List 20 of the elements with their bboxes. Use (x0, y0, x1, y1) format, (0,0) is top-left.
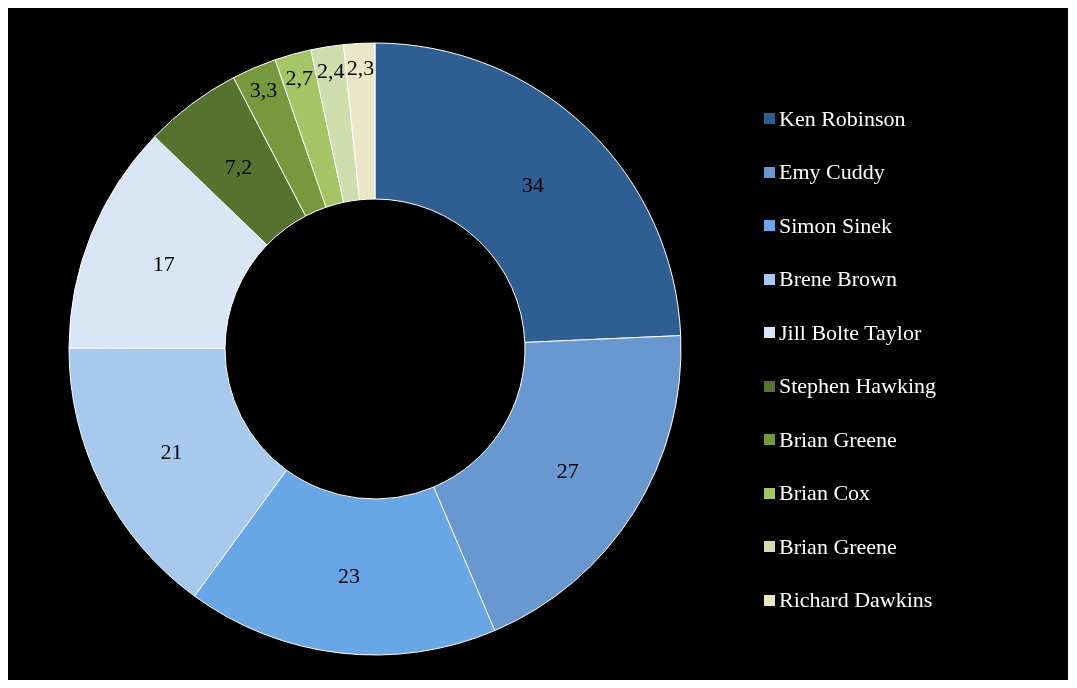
legend-label: Emy Cuddy (779, 159, 885, 186)
data-label: 27 (556, 458, 579, 484)
legend-label: Brian Greene (779, 426, 897, 453)
data-label: 3,3 (249, 77, 278, 103)
data-label: 2,7 (285, 64, 314, 90)
data-label: 2,4 (317, 57, 345, 83)
legend-label: Richard Dawkins (779, 587, 933, 614)
legend-label: Ken Robinson (779, 105, 906, 132)
legend-label: Stephen Hawking (779, 373, 937, 400)
legend-label: Simon Sinek (779, 212, 893, 239)
legend-label: Brian Greene (779, 533, 897, 560)
legend-label: Jill Bolte Taylor (779, 319, 922, 346)
data-label: 17 (152, 250, 175, 276)
data-label: 23 (337, 563, 360, 589)
data-label: 34 (521, 171, 544, 197)
legend-label: Brene Brown (779, 266, 897, 293)
data-label: 2,3 (346, 54, 375, 80)
legend-label: Brian Cox (779, 480, 871, 507)
data-label: 7,2 (224, 153, 253, 179)
data-label: 21 (160, 439, 183, 465)
